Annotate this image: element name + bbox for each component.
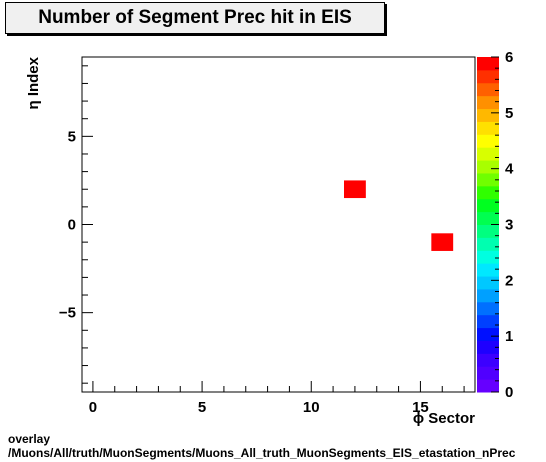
palette-segment <box>477 366 499 380</box>
palette-segment <box>477 353 499 367</box>
palette-segment <box>477 185 499 200</box>
chart-title-box: Number of Segment Prec hit in EIS <box>5 2 385 34</box>
palette-segment <box>477 340 499 354</box>
heatmap-cell-1 <box>431 233 454 251</box>
plot-frame <box>81 56 476 393</box>
palette-segment <box>477 160 499 174</box>
palette-segment <box>477 327 499 341</box>
palette-tick-label: 6 <box>505 49 513 66</box>
palette-tick-label: 1 <box>505 328 513 345</box>
palette-segment <box>477 82 499 97</box>
footer-overlay-label: overlay <box>8 432 51 446</box>
x-tick-label: 5 <box>198 399 206 416</box>
palette-segment <box>477 263 499 277</box>
palette-segment <box>477 121 499 135</box>
palette-tick-label: 2 <box>505 272 513 289</box>
palette-segment <box>477 211 499 225</box>
footer-histogram-path: /Muons/All/truth/MuonSegments/Muons_All_… <box>8 446 516 460</box>
heatmap-cell-0 <box>344 180 366 199</box>
y-tick-label: 5 <box>68 128 76 145</box>
palette-segment <box>477 301 499 316</box>
palette-segment <box>477 224 499 238</box>
palette-segment <box>477 147 499 161</box>
x-tick-label: 0 <box>89 399 97 416</box>
palette-segment <box>477 69 499 84</box>
palette-segment <box>477 57 499 71</box>
palette-tick-label: 0 <box>505 384 513 401</box>
palette-segment <box>477 314 499 329</box>
y-axis-title: η Index <box>25 56 42 109</box>
palette-segment <box>477 379 499 393</box>
y-tick-label: −5 <box>59 305 76 322</box>
palette-segment <box>477 250 499 264</box>
palette-segment <box>477 134 499 148</box>
y-tick-label: 0 <box>68 217 76 234</box>
palette-tick-label: 4 <box>505 161 514 178</box>
palette-segment <box>477 276 499 290</box>
palette-segment <box>477 198 499 213</box>
x-tick-label: 10 <box>303 399 320 416</box>
x-axis-title: ϕ Sector <box>413 410 475 427</box>
palette-segment <box>477 95 499 110</box>
palette-segment <box>477 108 499 122</box>
palette-segment <box>477 288 499 303</box>
palette-tick-label: 3 <box>505 217 513 234</box>
palette-segment <box>477 172 499 187</box>
palette-tick-label: 5 <box>505 105 513 122</box>
chart-title: Number of Segment Prec hit in EIS <box>38 7 352 28</box>
palette-segment <box>477 237 499 251</box>
x-tick-label: 15 <box>412 399 429 416</box>
